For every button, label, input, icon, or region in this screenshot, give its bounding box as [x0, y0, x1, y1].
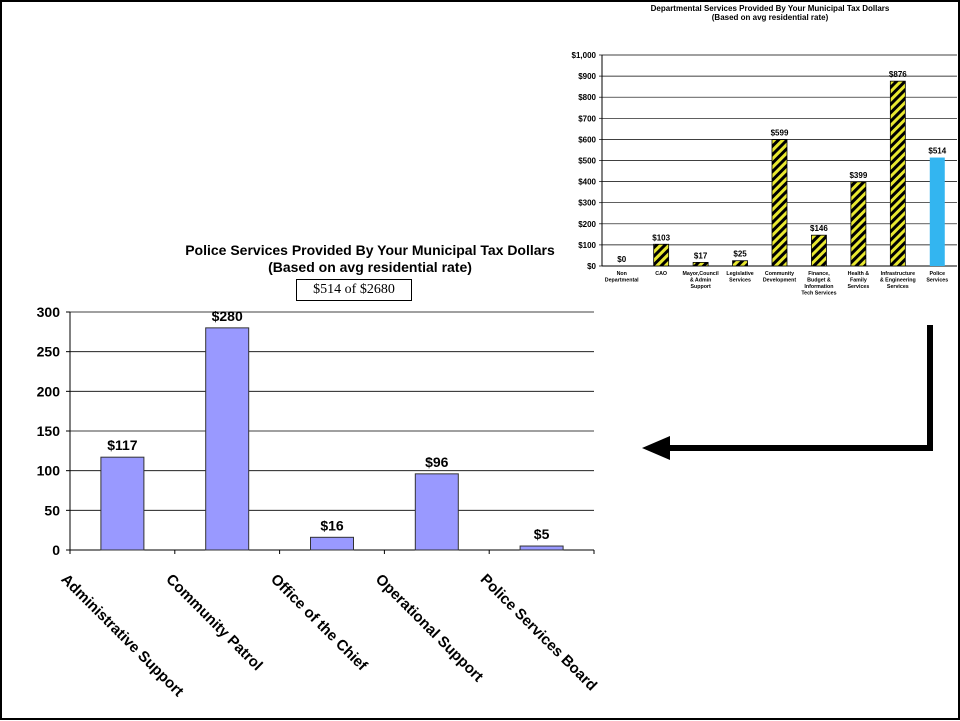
dept-data-label: $103 — [652, 233, 670, 242]
arrow-shaft — [668, 325, 933, 451]
dept-data-label: $514 — [928, 147, 946, 156]
dept-category-label: & Admin — [690, 278, 712, 284]
dept-y-tick-label: $300 — [578, 199, 596, 208]
dept-y-tick-label: $1,000 — [572, 51, 597, 60]
police-bar — [310, 536, 354, 551]
dept-bar — [653, 243, 670, 267]
dept-y-tick-label: $700 — [578, 114, 596, 123]
police-chart-subtitle: (Based on avg residential rate) — [268, 259, 472, 275]
arrow-connector — [642, 325, 933, 460]
dept-y-tick-label: $0 — [587, 262, 596, 271]
police-share-note: $514 of $2680 — [296, 279, 412, 301]
dept-y-tick-label: $500 — [578, 157, 596, 166]
police-data-label: $117 — [107, 437, 138, 453]
police-y-tick-label: 200 — [37, 383, 61, 399]
police-chart-title: Police Services Provided By Your Municip… — [160, 242, 580, 276]
police-bar — [100, 456, 145, 551]
dept-chart-title-line: Departmental Services Provided By Your M… — [650, 4, 890, 13]
police-y-tick-label: 250 — [37, 344, 61, 360]
police-data-label: $16 — [320, 517, 344, 533]
dept-data-label: $25 — [733, 250, 747, 259]
dept-data-label: $17 — [694, 251, 708, 260]
dept-category-label: Departmental — [605, 278, 639, 284]
dept-bar — [811, 234, 827, 267]
dept-category-label: Non — [617, 271, 627, 277]
police-y-tick-label: 100 — [37, 463, 61, 479]
dept-bar — [692, 262, 709, 267]
dept-category-label: Infrastructure — [881, 271, 915, 277]
dept-chart: $0 $100 $200 $300 $400 $500 $600 $700 $800 $900 $1… — [572, 51, 957, 297]
dept-y-tick-label: $800 — [578, 93, 596, 102]
dept-category-label: Services — [729, 278, 751, 284]
police-category-label: Administrative Support — [58, 571, 187, 700]
police-chart-title-line: Police Services Provided By Your Municip… — [185, 242, 555, 258]
police-category-label: Community Patrol — [162, 571, 265, 674]
police-bar — [519, 545, 564, 551]
dept-bar — [732, 260, 748, 267]
dept-category-label: Community — [765, 271, 794, 277]
dept-category-label: Budget & — [807, 278, 831, 284]
police-category-label: Office of the Chief — [267, 571, 371, 675]
dept-category-label: Legislative — [726, 271, 753, 277]
dept-category-label: Health & — [848, 271, 870, 277]
police-chart: 0 50 100 150 200 250 300 $117 Administrative Sup… — [37, 304, 601, 700]
dept-category-label: Finance, — [808, 271, 830, 277]
police-data-label: $280 — [212, 308, 243, 324]
dept-data-label: $876 — [889, 70, 907, 79]
police-y-tick-label: 150 — [37, 423, 61, 439]
dept-category-label: Family — [850, 278, 867, 284]
dept-category-label: Development — [763, 278, 796, 284]
police-y-tick-label: 300 — [37, 304, 61, 320]
dept-data-label: $399 — [849, 171, 867, 180]
dept-category-label: Services — [847, 284, 869, 290]
dept-bar — [771, 139, 788, 267]
arrow-head — [642, 436, 670, 460]
dept-chart-title: Departmental Services Provided By Your M… — [580, 4, 960, 22]
dept-category-label: Support — [690, 284, 711, 290]
dept-bar — [929, 157, 945, 266]
dept-category-label: Tech Services — [801, 291, 836, 297]
dept-data-label: $599 — [771, 129, 789, 138]
dept-category-label: & Engineering — [880, 278, 916, 284]
dept-category-label: Police — [929, 271, 945, 277]
dept-y-tick-label: $200 — [578, 220, 596, 229]
dept-y-tick-label: $600 — [578, 135, 596, 144]
dept-y-tick-label: $900 — [578, 72, 596, 81]
dept-y-tick-label: $100 — [578, 241, 596, 250]
dept-category-label: CAO — [655, 271, 667, 277]
police-data-label: $5 — [534, 526, 550, 542]
dept-data-label: $146 — [810, 224, 828, 233]
dept-category-label: Information — [804, 284, 833, 290]
dept-chart-subtitle: (Based on avg residential rate) — [711, 13, 829, 22]
police-data-label: $96 — [425, 454, 449, 470]
dept-category-label: Services — [887, 284, 909, 290]
police-y-tick-label: 50 — [44, 502, 60, 518]
dept-category-label: Services — [926, 278, 948, 284]
police-category-label: Police Services Board — [477, 571, 600, 694]
dept-category-label: Mayor,Council — [683, 271, 720, 277]
dept-data-label: $0 — [617, 255, 626, 264]
dept-bar — [850, 181, 867, 267]
police-y-tick-label: 0 — [52, 542, 60, 558]
police-category-label: Operational Support — [372, 571, 487, 686]
police-bar — [414, 473, 459, 551]
police-bar — [205, 327, 250, 551]
dept-bar — [889, 80, 906, 267]
dept-y-tick-label: $400 — [578, 178, 596, 187]
